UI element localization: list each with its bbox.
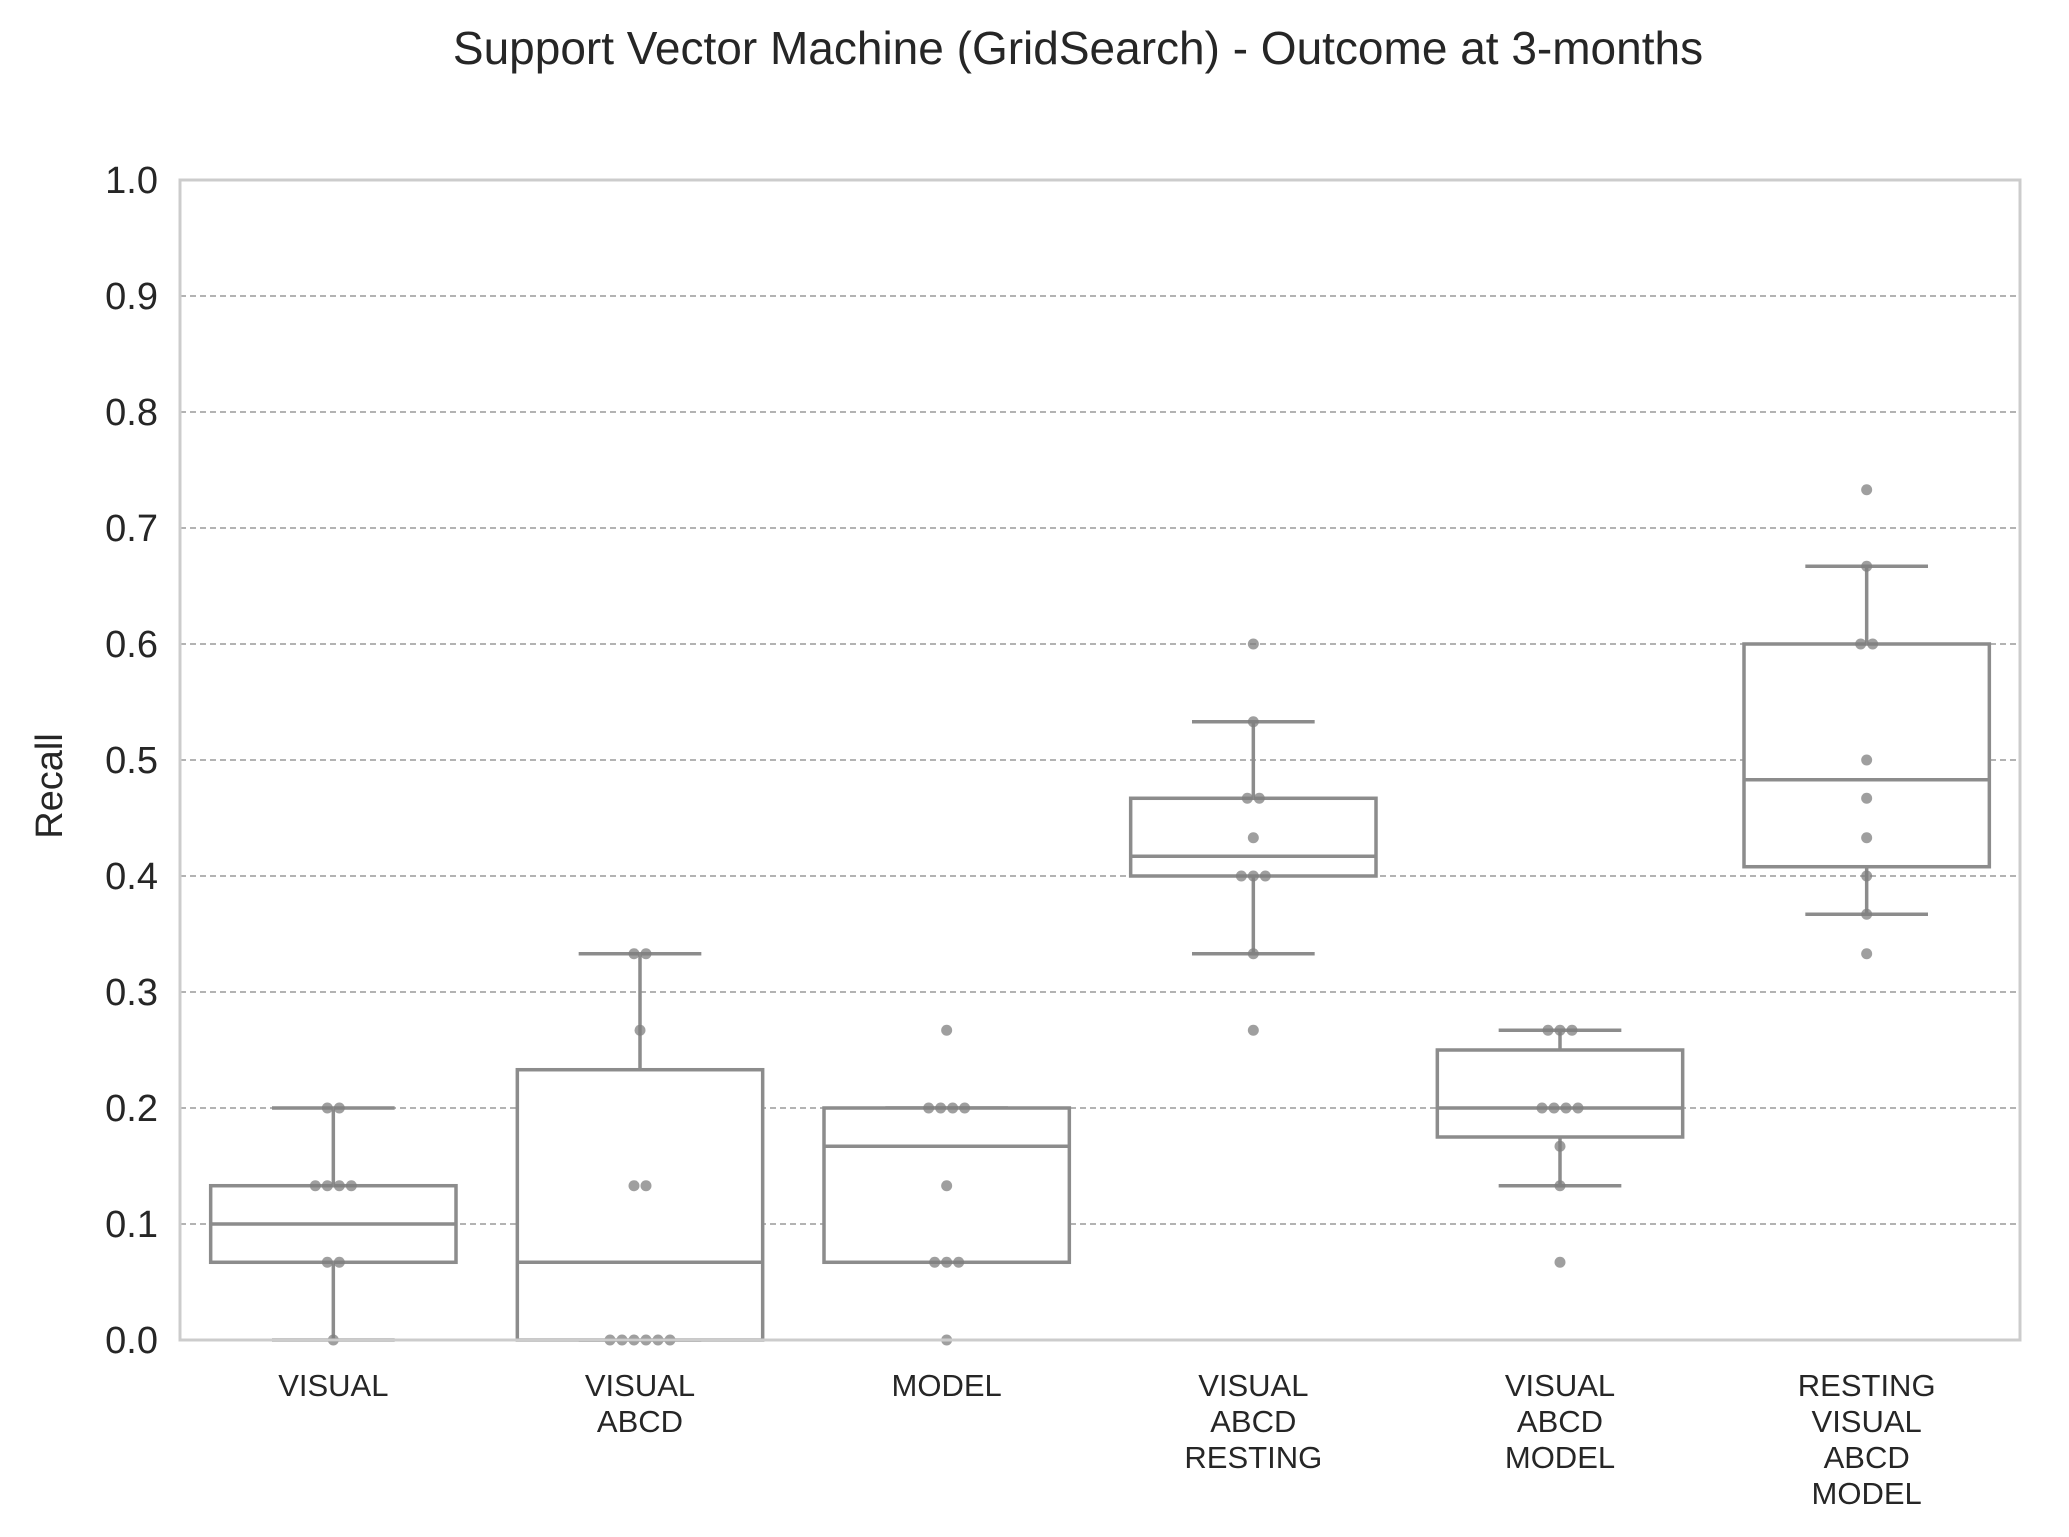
data-point-4-6 [1572,1102,1584,1114]
data-point-0-1 [321,1256,333,1268]
x-tick-label-4-line-2: MODEL [1505,1440,1615,1475]
data-point-1-8 [634,1024,646,1036]
data-point-2-4 [941,1180,953,1192]
box-group-1 [515,951,765,1342]
data-point-4-2 [1554,1140,1566,1152]
boxes [208,564,1992,1342]
data-point-1-9 [628,948,640,960]
x-tick-label-3-line-2: RESTING [1184,1440,1322,1475]
x-tick-label-4-line-1: ABCD [1517,1404,1603,1439]
y-tick-label-10: 1.0 [105,160,158,202]
y-tick-label-9: 0.9 [105,276,158,318]
x-tick-label-0-line-0: VISUAL [278,1368,388,1403]
box-4 [1435,1048,1685,1139]
x-tick-label-5-line-0: RESTING [1798,1368,1936,1403]
data-point-1-6 [628,1180,640,1192]
x-tick-label-3-line-1: ABCD [1210,1404,1296,1439]
data-point-3-7 [1253,792,1265,804]
y-tick-label-2: 0.2 [105,1088,158,1130]
x-tick-label-3-line-0: VISUAL [1198,1368,1308,1403]
data-point-4-8 [1554,1024,1566,1036]
y-tick-label-8: 0.8 [105,392,158,434]
data-point-5-1 [1861,908,1873,920]
data-point-4-1 [1554,1180,1566,1192]
data-point-5-2 [1861,870,1873,882]
data-point-2-9 [941,1024,953,1036]
data-point-2-6 [935,1102,947,1114]
data-point-5-7 [1867,638,1879,650]
box-1 [515,1067,765,1342]
x-tick-label-5-line-2: ABCD [1824,1440,1910,1475]
data-point-5-4 [1861,792,1873,804]
box-group-0 [208,1106,458,1342]
data-point-0-8 [333,1102,345,1114]
data-point-5-0 [1861,948,1873,960]
data-point-3-4 [1259,870,1271,882]
x-tick-label-4-line-0: VISUAL [1505,1368,1615,1403]
data-point-2-8 [959,1102,971,1114]
data-point-2-2 [941,1256,953,1268]
data-point-1-7 [640,1180,652,1192]
y-tick-label-3: 0.3 [105,972,158,1014]
data-point-2-7 [947,1102,959,1114]
data-point-0-4 [321,1180,333,1192]
box-group-4 [1435,1028,1685,1188]
x-tick-label-1-line-0: VISUAL [585,1368,695,1403]
data-point-4-9 [1566,1024,1578,1036]
y-tick-label-7: 0.7 [105,508,158,550]
data-point-2-1 [929,1256,941,1268]
data-point-5-9 [1861,484,1873,496]
x-tick-label-1-line-1: ABCD [597,1404,683,1439]
data-point-3-1 [1247,948,1259,960]
x-tick-label-5-line-3: MODEL [1812,1476,1922,1511]
data-point-3-3 [1247,870,1259,882]
data-point-4-0 [1554,1256,1566,1268]
data-point-2-5 [923,1102,935,1114]
data-point-5-6 [1855,638,1867,650]
y-axis-label: Recall [29,733,71,839]
data-point-0-3 [309,1180,321,1192]
y-tick-label-4: 0.4 [105,856,158,898]
data-point-0-5 [333,1180,345,1192]
x-tick-label-2-line-0: MODEL [892,1368,1002,1403]
data-point-3-5 [1247,832,1259,844]
data-point-4-7 [1542,1024,1554,1036]
data-point-5-3 [1861,832,1873,844]
grid-lines [180,295,2020,1225]
y-tick-label-0: 0.0 [105,1320,158,1362]
data-point-0-7 [321,1102,333,1114]
data-point-4-3 [1536,1102,1548,1114]
y-axis-ticks: 0.0 0.1 0.2 0.3 0.4 0.5 0.6 0.7 0.8 0.9 1.0 [105,160,158,1362]
data-point-3-0 [1247,1024,1259,1036]
x-tick-label-5-line-1: VISUAL [1812,1404,1922,1439]
data-point-5-8 [1861,560,1873,572]
data-point-0-6 [345,1180,357,1192]
plot-frame [178,178,2022,1342]
data-point-1-10 [640,948,652,960]
y-tick-label-1: 0.1 [105,1204,158,1246]
data-point-0-2 [333,1256,345,1268]
data-point-2-3 [953,1256,965,1268]
data-point-5-5 [1861,754,1873,766]
data-points [309,484,1879,1346]
data-point-4-5 [1560,1102,1572,1114]
y-tick-label-5: 0.5 [105,740,158,782]
data-point-4-4 [1548,1102,1560,1114]
data-point-3-9 [1247,638,1259,650]
data-point-3-6 [1241,792,1253,804]
data-point-3-2 [1235,870,1247,882]
data-point-3-8 [1247,716,1259,728]
chart-title: Support Vector Machine (GridSearch) - Ou… [453,22,1703,74]
y-tick-label-6: 0.6 [105,624,158,666]
